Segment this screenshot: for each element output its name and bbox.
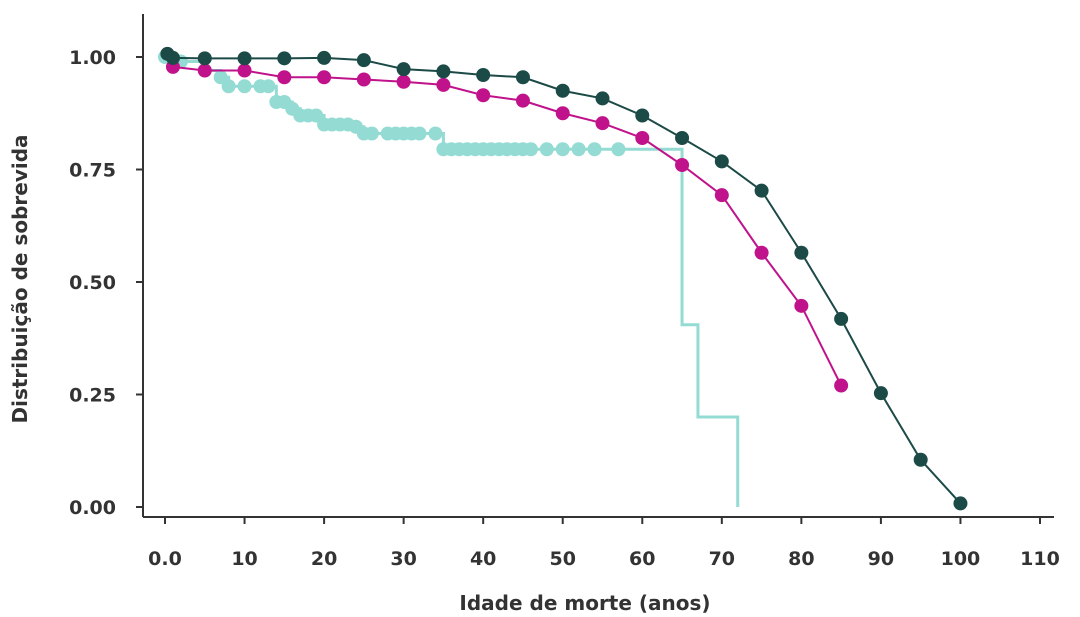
data-point (396, 62, 411, 77)
data-point (714, 188, 729, 203)
x-tick-label: 100 (941, 548, 981, 570)
data-point (165, 50, 180, 65)
censor-marker (364, 126, 379, 141)
data-point (356, 72, 371, 87)
series-line (166, 53, 962, 505)
y-tick-label: 0.25 (69, 385, 116, 407)
data-point (675, 158, 690, 172)
censor-marker (221, 79, 236, 94)
data-point (436, 77, 451, 92)
censor-marker (428, 126, 443, 141)
censor-marker (587, 142, 602, 157)
data-point (436, 64, 451, 79)
x-tick-label: 10 (231, 548, 257, 570)
y-axis-title: Distribuição de sobrevida (8, 134, 32, 423)
data-point (635, 108, 650, 123)
censor-marker (571, 142, 586, 157)
x-tick-label: 20 (311, 548, 337, 570)
data-point (515, 70, 530, 85)
x-tick-label: 90 (868, 548, 894, 570)
data-point (237, 63, 252, 78)
y-tick-label: 1.00 (69, 47, 116, 69)
data-point (555, 106, 570, 121)
data-point (834, 378, 849, 393)
ticks-layer: 0.0 10 20 30 40 50 60 70 80 90 100 110 0.00 0.25 0.50 0… (69, 47, 1060, 570)
y-tick-label: 0.75 (69, 160, 116, 182)
censor-marker (213, 70, 228, 85)
data-point (197, 51, 212, 66)
x-tick-label: 60 (629, 548, 655, 570)
data-point (237, 51, 252, 66)
x-tick-label: 110 (1020, 548, 1060, 570)
censor-marker (611, 142, 626, 157)
censor-marker (237, 79, 252, 94)
x-tick-label: 0.0 (148, 548, 182, 570)
series-layer (158, 46, 968, 511)
censor-marker (523, 142, 538, 157)
data-point (754, 245, 769, 260)
axes-layer (142, 14, 1054, 518)
series-2 (160, 46, 968, 511)
data-point (595, 116, 610, 131)
data-point (635, 131, 650, 145)
step-line (165, 55, 740, 507)
data-point (834, 311, 849, 326)
data-point (396, 74, 411, 89)
y-tick-label: 0.00 (69, 497, 116, 519)
data-point (794, 298, 809, 313)
data-point (675, 131, 690, 145)
data-point (277, 70, 292, 85)
data-point (913, 452, 928, 467)
censor-marker (309, 108, 324, 123)
x-tick-label: 40 (470, 548, 496, 570)
data-point (356, 53, 371, 68)
censor-marker (539, 142, 554, 157)
data-point (595, 91, 610, 106)
data-point (555, 83, 570, 98)
data-point (476, 68, 491, 82)
series-line (172, 65, 843, 386)
data-point (317, 50, 332, 65)
censor-marker (261, 79, 276, 94)
x-tick-label: 30 (390, 548, 416, 570)
data-point (476, 88, 491, 103)
x-tick-label: 50 (550, 548, 576, 570)
data-point (197, 63, 212, 78)
data-point (515, 93, 530, 108)
data-point (953, 496, 968, 511)
y-tick-label: 0.50 (69, 272, 116, 294)
censor-marker (555, 142, 570, 157)
data-point (714, 154, 729, 169)
data-point (754, 183, 769, 198)
x-axis-title: Idade de morte (anos) (459, 591, 710, 615)
data-point (277, 51, 292, 66)
series-1 (165, 59, 849, 393)
censor-marker (412, 126, 427, 141)
data-point (794, 245, 809, 260)
x-tick-label: 70 (709, 548, 735, 570)
data-point (317, 70, 332, 85)
x-tick-label: 80 (788, 548, 814, 570)
data-point (873, 386, 888, 401)
series-0 (158, 50, 740, 507)
